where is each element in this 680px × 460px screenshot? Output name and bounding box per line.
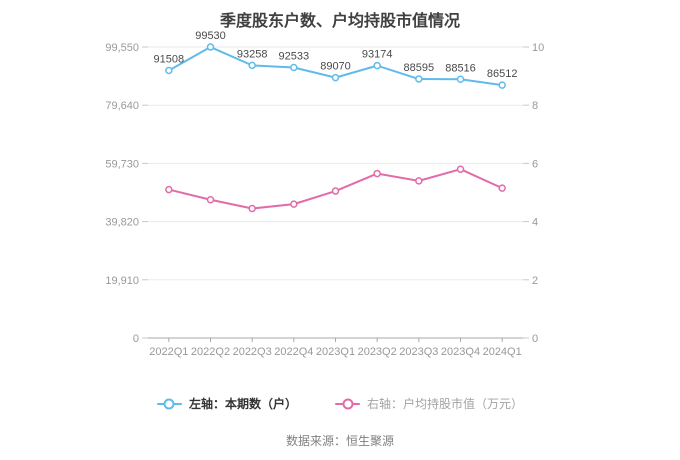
shareholder-count-data-label: 86512: [487, 68, 518, 80]
shareholder-count-point[interactable]: [165, 66, 173, 75]
market-value-per-holder-point[interactable]: [165, 185, 173, 194]
market-value-per-holder-point[interactable]: [456, 165, 465, 173]
market-value-per-holder-point[interactable]: [373, 169, 381, 178]
x-axis-tick-label: 2023Q3: [399, 346, 438, 358]
left-axis-tick-label: 19,910: [105, 275, 139, 287]
shareholder-count-point[interactable]: [290, 63, 298, 72]
left-axis-tick-label: 79,640: [105, 100, 139, 112]
right-axis-tick-label: 0: [532, 333, 538, 345]
plot-area: 0 0 19,910 2 39,820 4 59,730 6 79,640 8 99,550 10 20…: [105, 30, 544, 358]
legend-item-shareholder-count[interactable]: 左轴：本期数（户）: [156, 395, 297, 412]
legend: 左轴：本期数（户） 右轴：户均持股市值（万元）: [0, 395, 680, 412]
market-value-per-holder-point[interactable]: [498, 184, 506, 192]
right-axis-tick-label: 4: [532, 217, 538, 229]
shareholder-count-point[interactable]: [331, 73, 340, 82]
legend-item-market-value[interactable]: 右轴：户均持股市值（万元）: [335, 395, 523, 412]
market-value-per-holder-point[interactable]: [248, 204, 256, 213]
left-axis-tick-label: 0: [133, 333, 139, 345]
shareholder-count-point[interactable]: [498, 81, 506, 89]
line-series-marker-icon: [156, 398, 182, 409]
x-axis-tick-label: 2024Q1: [483, 346, 522, 358]
shareholder-count-data-label: 88595: [404, 62, 435, 74]
right-axis-tick-label: 6: [532, 158, 538, 170]
x-axis-tick-label: 2022Q3: [233, 346, 272, 358]
left-axis-tick-label: 59,730: [105, 158, 139, 170]
shareholder-count-point[interactable]: [206, 43, 215, 51]
shareholder-count-point[interactable]: [415, 75, 423, 83]
market-value-per-holder-point[interactable]: [331, 187, 340, 195]
legend-label: 左轴：本期数（户）: [188, 397, 297, 411]
shareholder-count-data-label: 93174: [362, 49, 393, 61]
x-axis-tick-label: 2023Q4: [441, 346, 480, 358]
shareholder-count-data-label: 99530: [195, 30, 226, 42]
chart-title: 季度股东户数、户均持股市值情况: [219, 13, 460, 30]
right-axis-tick-label: 8: [532, 100, 538, 112]
shareholder-count-data-label: 91508: [154, 54, 185, 66]
x-axis-tick-label: 2022Q4: [274, 346, 313, 358]
shareholder-count-point[interactable]: [456, 75, 465, 84]
market-value-per-holder-point[interactable]: [290, 200, 298, 208]
right-axis-tick-label: 10: [532, 42, 544, 54]
shareholder-count-data-label: 93258: [237, 48, 268, 60]
x-axis-tick-label: 2022Q2: [191, 346, 230, 358]
x-axis-tick-label: 2023Q1: [316, 346, 355, 358]
shareholder-count-data-label: 89070: [320, 61, 351, 73]
x-axis-tick-label: 2023Q2: [358, 346, 397, 358]
left-axis-tick-label: 39,820: [105, 217, 139, 229]
data-source: 数据来源：恒生聚源: [285, 434, 394, 448]
x-axis-tick-label: 2022Q1: [149, 346, 188, 358]
legend-label: 右轴：户均持股市值（万元）: [367, 397, 524, 411]
shareholder-count-data-label: 92533: [279, 51, 310, 63]
market-value-per-holder-point[interactable]: [206, 196, 215, 204]
line-series-marker-icon: [335, 398, 360, 409]
right-axis-tick-label: 2: [532, 275, 538, 287]
shareholder-count-point[interactable]: [373, 61, 381, 70]
shareholder-count-data-label: 88516: [445, 62, 476, 74]
left-axis-tick-label: 99,550: [105, 42, 139, 54]
market-value-per-holder-point[interactable]: [415, 177, 423, 185]
shareholder-count-point[interactable]: [248, 61, 256, 70]
